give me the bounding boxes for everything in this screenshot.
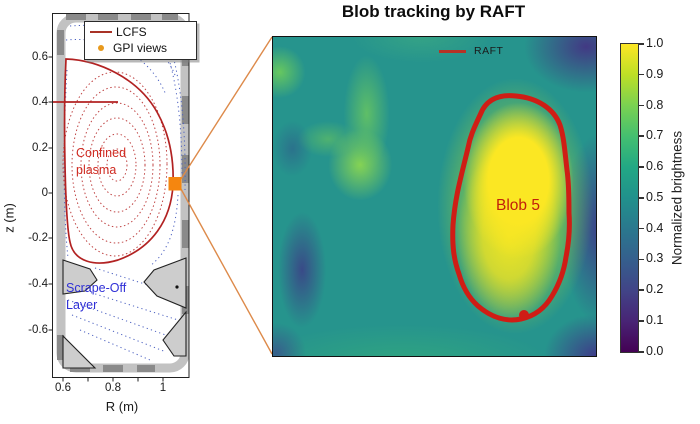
colorbar-tick-label: 0.9 [646, 67, 664, 81]
colorbar-tick-label: 0.6 [646, 159, 664, 173]
colorbar [620, 43, 639, 353]
y-tick-label: 0.2 [32, 142, 48, 154]
x-tick-label: 1 [159, 382, 167, 394]
raft-contour-layer [450, 93, 572, 323]
flux-surfaces [62, 71, 168, 257]
panel-title: Blob tracking by RAFT [341, 2, 526, 21]
colorbar-tick-mark [639, 227, 644, 230]
lcfs-label: LCFS [116, 25, 147, 39]
colorbar-tick-label: 0.5 [646, 190, 664, 204]
raft-label: RAFT [474, 45, 504, 57]
legend-item-gpi: GPI views [90, 40, 196, 56]
blob-annotation: Blob 5 [496, 197, 540, 214]
gpi-view-marker [168, 177, 182, 191]
x-axis-label: R (m) [105, 399, 139, 414]
axes-box [48, 13, 190, 382]
tracked-point-marker [519, 310, 529, 320]
gpi-brightness-heatmap: RAFT Blob 5 [272, 36, 597, 357]
y-tick-label: -0.2 [28, 232, 48, 244]
colorbar-tick-mark [639, 197, 644, 199]
colorbar-tick-mark [639, 320, 644, 322]
colorbar-axis-label: Normalized brightness [669, 130, 685, 266]
colorbar-tick-mark [639, 43, 644, 45]
zoom-connector-lines [180, 36, 273, 355]
y-tick-label: -0.4 [28, 278, 48, 290]
y-tick-label: -0.6 [28, 324, 48, 336]
colorbar-tick-mark [639, 104, 644, 107]
raft-blob-contour [450, 93, 572, 323]
y-tick-label: 0.4 [32, 96, 48, 108]
lcfs-line-swatch [90, 30, 112, 34]
heatmap-legend: RAFT [439, 44, 503, 58]
lcfs-curve [53, 58, 174, 264]
vessel-wall [56, 13, 190, 373]
colorbar-tick-label: 0.4 [646, 221, 664, 235]
scrape-off-layer-annotation: Scrape-Off Layer [66, 281, 127, 312]
y-axis-label: z (m) [1, 203, 17, 233]
colorbar-tick-mark [639, 351, 644, 353]
y-tick-label: 0 [41, 187, 48, 199]
colorbar-tick-label: 0.3 [646, 251, 664, 265]
divertor-structures [62, 257, 187, 369]
y-tick-label: 0.6 [32, 51, 48, 63]
gpi-label: GPI views [113, 41, 168, 55]
colorbar-tick-mark [639, 73, 644, 76]
confined-plasma-annotation: Confined plasma [76, 146, 127, 177]
raft-line-swatch [439, 49, 466, 53]
colorbar-tick-label: 0.2 [646, 282, 664, 296]
x-tick-label: 0.8 [105, 382, 121, 394]
wall-point [175, 285, 179, 289]
colorbar-tick-label: 0.0 [646, 344, 664, 358]
colorbar-tick-label: 1.0 [646, 36, 664, 50]
colorbar-tick-mark [639, 166, 644, 168]
colorbar-tick-label: 0.7 [646, 128, 664, 142]
x-tick-label: 0.6 [55, 382, 71, 394]
colorbar-tick-label: 0.8 [646, 98, 664, 112]
colorbar-tick-mark [639, 289, 644, 291]
legend-item-lcfs: LCFS [90, 24, 196, 40]
colorbar-tick-mark [639, 258, 644, 261]
colorbar-tick-label: 0.1 [646, 313, 664, 327]
left-panel-legend: LCFS GPI views [84, 21, 197, 60]
gpi-dot-swatch [98, 45, 104, 51]
colorbar-tick-mark [639, 135, 644, 137]
